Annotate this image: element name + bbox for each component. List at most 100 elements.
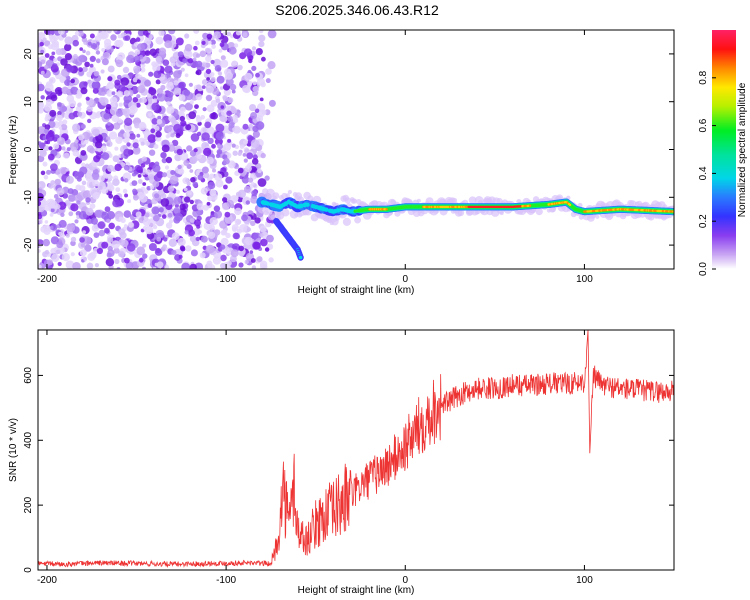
noise-speckle <box>174 203 179 208</box>
noise-speckle <box>184 230 189 235</box>
noise-speckle <box>267 61 276 70</box>
noise-speckle <box>234 207 242 215</box>
noise-speckle <box>184 43 193 52</box>
noise-speckle <box>101 58 109 66</box>
noise-speckle <box>147 98 152 102</box>
noise-speckle <box>145 141 150 146</box>
noise-speckle <box>118 84 126 92</box>
noise-speckle <box>135 211 142 218</box>
noise-speckle <box>96 247 103 255</box>
noise-speckle <box>62 119 68 125</box>
noise-speckle <box>44 220 49 224</box>
noise-speckle <box>231 107 238 114</box>
signal-halo <box>354 216 361 224</box>
noise-speckle <box>70 86 79 95</box>
noise-speckle <box>134 49 141 55</box>
noise-speckle <box>64 53 72 61</box>
colorbar-tick-label: 0.0 <box>698 262 709 276</box>
noise-speckle <box>114 39 122 48</box>
noise-speckle <box>68 112 76 120</box>
noise-speckle <box>213 31 221 39</box>
noise-speckle <box>50 236 60 245</box>
noise-speckle <box>204 47 211 54</box>
noise-speckle <box>204 121 212 129</box>
noise-speckle <box>177 237 186 247</box>
noise-speckle <box>261 56 266 62</box>
y-tick-label: -10 <box>23 190 34 205</box>
noise-speckle <box>44 53 50 58</box>
noise-speckle <box>117 52 126 61</box>
noise-speckle <box>44 124 51 130</box>
noise-speckle <box>200 235 208 243</box>
noise-speckle <box>259 233 264 238</box>
noise-speckle <box>257 178 267 187</box>
noise-speckle <box>265 68 272 75</box>
noise-speckle <box>91 172 100 181</box>
noise-speckle <box>226 260 232 266</box>
noise-speckle <box>112 178 120 186</box>
signal-halo <box>281 208 290 217</box>
noise-speckle <box>148 34 154 39</box>
noise-speckle <box>173 123 182 133</box>
noise-speckle <box>248 58 253 64</box>
noise-speckle <box>51 253 60 262</box>
noise-speckle <box>189 156 198 165</box>
noise-speckle <box>178 94 186 102</box>
noise-speckle <box>189 199 194 205</box>
noise-speckle <box>137 30 145 37</box>
noise-speckle <box>261 109 267 115</box>
noise-speckle <box>85 207 94 216</box>
noise-speckle <box>112 199 121 208</box>
noise-speckle <box>215 131 224 141</box>
noise-speckle <box>242 153 247 157</box>
noise-speckle <box>254 217 261 224</box>
noise-speckle <box>231 89 236 94</box>
noise-speckle <box>166 101 171 106</box>
noise-speckle <box>79 237 85 243</box>
noise-speckle <box>220 262 226 269</box>
noise-speckle <box>114 258 120 265</box>
noise-speckle <box>206 126 215 135</box>
heatmap-layer <box>38 30 674 269</box>
noise-speckle <box>148 173 155 180</box>
noise-speckle <box>221 229 228 236</box>
noise-speckle <box>223 157 230 165</box>
noise-speckle <box>219 86 224 90</box>
noise-speckle <box>149 48 157 56</box>
noise-speckle <box>231 60 238 66</box>
noise-speckle <box>212 168 216 173</box>
noise-speckle <box>137 174 142 178</box>
noise-speckle <box>219 42 225 48</box>
snr-series-line <box>38 330 674 569</box>
noise-speckle <box>153 70 162 79</box>
noise-speckle <box>157 93 166 102</box>
noise-speckle <box>140 228 145 233</box>
noise-speckle <box>246 227 252 232</box>
noise-speckle <box>68 194 76 202</box>
bottom-axis-ticks: -200 -100 0 100 0 200 400 600 <box>23 330 674 586</box>
noise-speckle <box>38 264 42 269</box>
noise-speckle <box>152 164 161 173</box>
noise-speckle <box>78 210 88 220</box>
noise-speckle <box>206 33 213 40</box>
noise-speckle <box>114 79 121 86</box>
noise-speckle <box>258 41 265 48</box>
noise-speckle <box>205 62 211 68</box>
noise-speckle <box>205 55 212 62</box>
noise-speckle <box>42 37 47 42</box>
noise-speckle <box>44 82 54 92</box>
noise-speckle <box>118 102 123 107</box>
noise-speckle <box>160 152 167 159</box>
noise-speckle <box>133 55 141 63</box>
noise-speckle <box>249 104 257 112</box>
top-xlabel: Height of straight line (km) <box>298 285 415 296</box>
noise-speckle <box>129 133 136 140</box>
noise-speckle <box>142 243 147 248</box>
noise-speckle <box>207 264 216 269</box>
noise-speckle <box>71 189 79 196</box>
noise-speckle <box>243 48 253 57</box>
noise-speckle <box>162 244 168 250</box>
noise-speckle <box>142 225 148 231</box>
